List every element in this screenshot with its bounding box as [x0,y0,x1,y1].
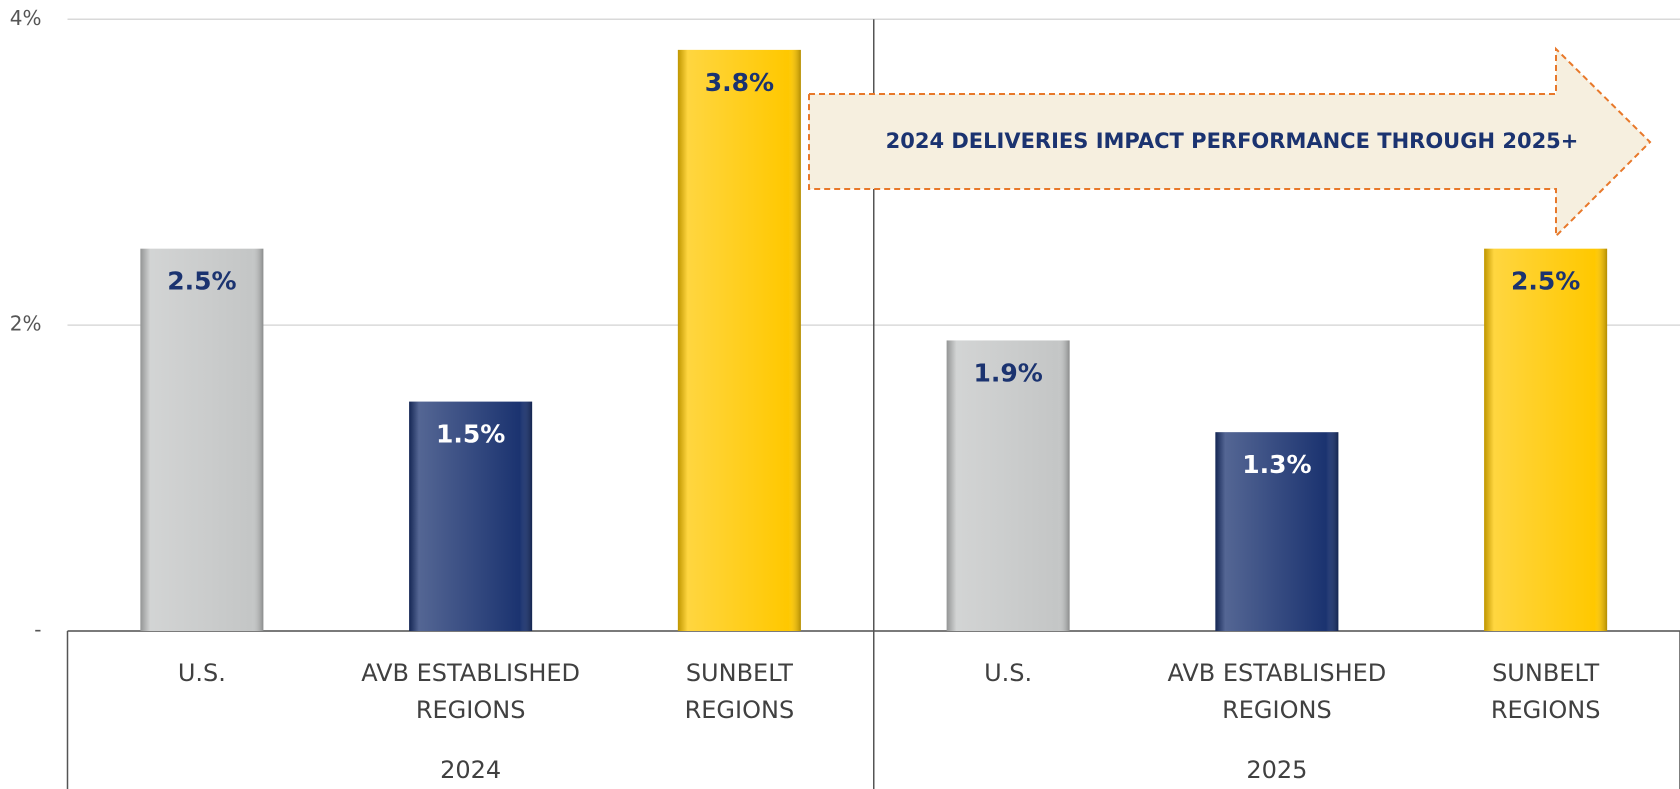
bar-bevel [409,401,533,631]
x-tick-label: REGIONS [1222,696,1332,724]
value-label: 1.5% [436,420,505,449]
bar-bevel [140,248,264,631]
value-label: 2.5% [1511,267,1580,296]
group-label: 2024 [440,756,501,784]
group-label: 2025 [1246,756,1307,784]
x-tick-label: REGIONS [1491,696,1601,724]
annotation-arrow [808,46,1652,239]
x-tick-label: U.S. [178,659,226,687]
bar-bevel [946,340,1070,631]
x-tick-label: REGIONS [416,696,526,724]
x-tick-label: SUNBELT [686,659,793,687]
x-tick-label: U.S. [984,659,1032,687]
plot: - 2% 4% 2024 2025 U.S. 2.5% AVB ESTABLISHED REGI… [10,6,1680,789]
bar-bevel [677,49,801,631]
annotation: 2024 DELIVERIES IMPACT PERFORMANCE THROU… [886,129,1579,153]
value-label: 1.9% [973,358,1042,387]
value-label: 2.5% [167,267,236,296]
bar-bevel [1484,248,1608,631]
value-label: 1.3% [1242,450,1311,479]
x-tick-label: AVB ESTABLISHED [361,659,580,687]
x-tick-label: REGIONS [685,696,795,724]
x-tick-label: SUNBELT [1492,659,1599,687]
bar-bevel [1215,432,1339,631]
y-tick-label: 4% [10,6,42,30]
value-label: 3.8% [705,68,774,97]
x-tick-label: AVB ESTABLISHED [1167,659,1386,687]
y-tick-label: - [34,618,41,642]
y-tick-label: 2% [10,312,42,336]
